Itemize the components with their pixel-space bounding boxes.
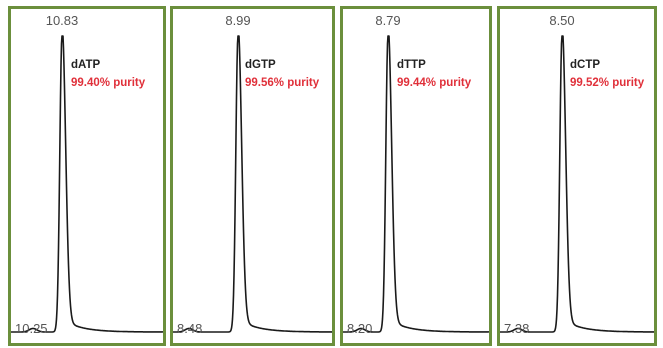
purity-label: 99.40% purity — [71, 77, 146, 89]
compound-label: dGTP — [245, 59, 276, 71]
compound-label: dATP — [71, 59, 101, 71]
start-retention-time-label: 7.38 — [504, 321, 530, 336]
chromatogram-trace-dttp — [343, 35, 489, 333]
chromatogram-peak-dctp — [500, 35, 654, 333]
purity-label: 99.52% purity — [570, 77, 645, 89]
chromatogram-peak-datp — [11, 35, 163, 333]
chromatogram-peak-dttp — [343, 35, 489, 333]
peak-retention-time-label: 8.50 — [549, 13, 575, 28]
chromatogram-peak-dgtp — [173, 35, 332, 333]
chromatogram-panel-datp: 10.83 dATP 99.40% purity 10.25 — [8, 6, 166, 346]
chromatogram-trace-dgtp — [173, 35, 332, 333]
chromatogram-panel-dttp: 8.79 dTTP 99.44% purity 8.20 — [340, 6, 492, 346]
chromatogram-trace-dctp — [500, 35, 654, 333]
compound-label: dCTP — [570, 59, 601, 71]
purity-label: 99.56% purity — [245, 77, 320, 89]
start-retention-time-label: 10.25 — [15, 321, 48, 336]
chromatogram-panel-dctp: 8.50 dCTP 99.52% purity 7.38 — [497, 6, 657, 346]
compound-label: dTTP — [397, 59, 426, 71]
peak-retention-time-label: 8.99 — [225, 13, 251, 28]
start-retention-time-label: 8.20 — [347, 321, 373, 336]
chromatogram-panel-dgtp: 8.99 dGTP 99.56% purity 8.48 — [170, 6, 335, 346]
peak-retention-time-label: 8.79 — [375, 13, 401, 28]
peak-retention-time-label: 10.83 — [45, 13, 79, 28]
purity-label: 99.44% purity — [397, 77, 472, 89]
chromatogram-trace-datp — [11, 35, 163, 333]
start-retention-time-label: 8.48 — [177, 321, 203, 336]
